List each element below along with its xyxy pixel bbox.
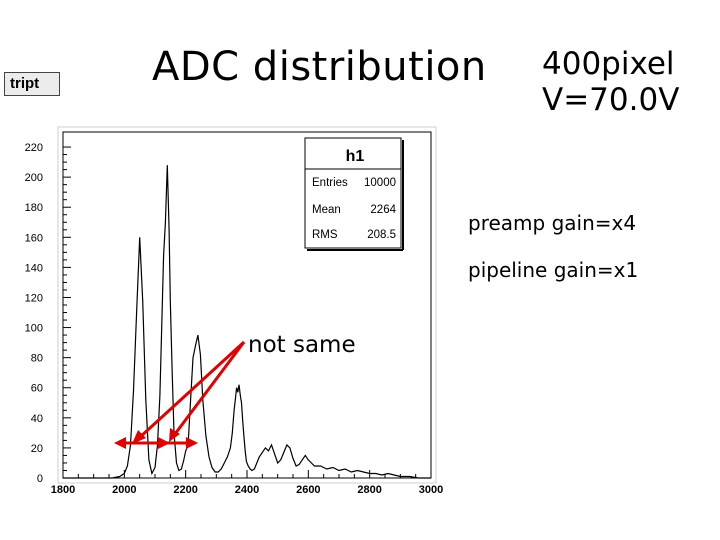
stats-label-rms: RMS bbox=[312, 229, 338, 241]
pipeline-gain-note: pipeline gain=x1 bbox=[468, 258, 639, 282]
slide-title: ADC distribution bbox=[152, 44, 487, 90]
x-tick-label: 2400 bbox=[235, 484, 259, 496]
stats-box: h1 Entries 10000 Mean 2264 RMS 208.5 bbox=[304, 137, 404, 251]
subtitle-pixels: 400pixel bbox=[542, 46, 675, 82]
stats-label-mean: Mean bbox=[312, 204, 341, 216]
slide-subtitle: 400pixel V=70.0V bbox=[542, 46, 679, 118]
x-tick-label: 3000 bbox=[419, 484, 443, 496]
x-tick-label: 2600 bbox=[296, 484, 320, 496]
preamp-gain-note: preamp gain=x4 bbox=[468, 211, 637, 235]
pointer-line-1 bbox=[137, 340, 246, 440]
histogram-curve bbox=[63, 165, 431, 479]
y-tick-label: 20 bbox=[31, 443, 43, 455]
not-same-annotation: not same bbox=[248, 332, 356, 358]
stats-box-frame bbox=[304, 137, 402, 249]
stats-value-entries: 10000 bbox=[364, 177, 396, 189]
stats-box-title: h1 bbox=[346, 148, 365, 165]
y-tick-label: 140 bbox=[25, 262, 43, 274]
y-tick-label: 60 bbox=[31, 383, 43, 395]
x-tick-label: 2800 bbox=[357, 484, 381, 496]
x-tick-label: 2000 bbox=[112, 484, 136, 496]
peak-spacing-arrow-2-right-head bbox=[186, 437, 198, 449]
y-tick-label: 80 bbox=[31, 353, 43, 365]
y-axis: 0 20 40 60 80 100 120 140 160 180 200 220 bbox=[25, 142, 71, 485]
stats-label-entries: Entries bbox=[312, 177, 348, 189]
annotation-arrows bbox=[114, 340, 246, 449]
canvas-tag: tript bbox=[4, 72, 60, 96]
peak-spacing-arrow-1-left-head bbox=[114, 437, 126, 449]
y-tick-label: 180 bbox=[25, 202, 43, 214]
x-tick-label: 2200 bbox=[173, 484, 197, 496]
y-tick-label: 120 bbox=[25, 292, 43, 304]
y-tick-label: 220 bbox=[25, 142, 43, 154]
pointer-line-2 bbox=[173, 341, 246, 435]
stats-value-rms: 208.5 bbox=[367, 229, 396, 241]
y-tick-label: 40 bbox=[31, 413, 43, 425]
y-tick-label: 0 bbox=[37, 473, 43, 485]
stats-value-mean: 2264 bbox=[370, 204, 396, 216]
subtitle-voltage: V=70.0V bbox=[542, 82, 680, 118]
y-tick-label: 160 bbox=[25, 232, 43, 244]
x-tick-label: 1800 bbox=[51, 484, 75, 496]
pointer-line-2-head bbox=[169, 428, 180, 442]
y-tick-label: 100 bbox=[25, 323, 43, 335]
y-tick-label: 200 bbox=[25, 172, 43, 184]
pointer-line-1-head bbox=[132, 430, 146, 444]
